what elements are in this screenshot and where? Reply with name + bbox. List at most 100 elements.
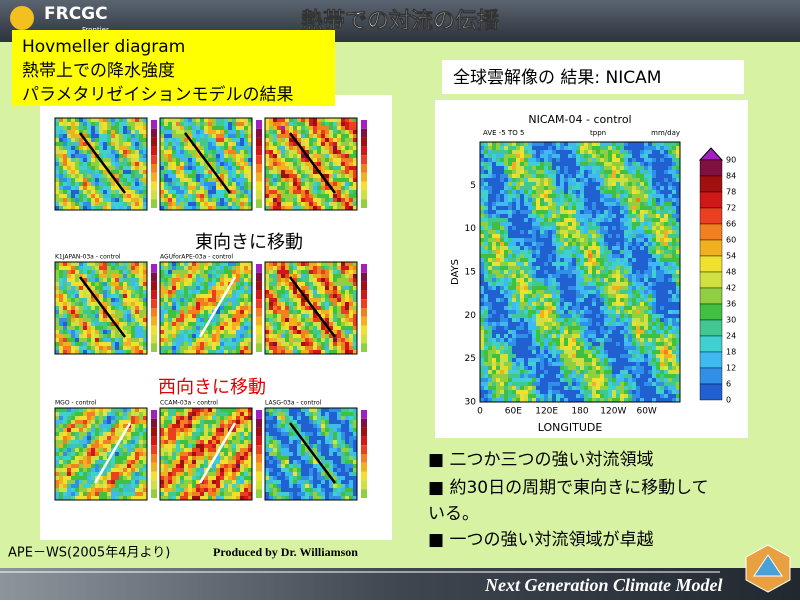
texture-cell xyxy=(111,178,116,183)
texture-cell xyxy=(333,146,338,151)
texture-cell xyxy=(59,266,64,271)
texture-cell xyxy=(265,408,270,413)
texture-cell xyxy=(244,126,249,131)
texture-cell xyxy=(164,460,169,465)
texture-cell xyxy=(115,350,120,355)
texture-cell xyxy=(313,472,318,477)
texture-cell xyxy=(107,206,112,211)
texture-cell xyxy=(325,452,330,457)
texture-cell xyxy=(341,424,346,429)
texture-cell xyxy=(236,158,241,163)
texture-cell xyxy=(349,476,354,481)
texture-cell xyxy=(248,270,253,275)
texture-cell xyxy=(285,476,290,481)
texture-cell xyxy=(248,330,253,335)
texture-cell xyxy=(168,334,173,339)
texture-cell xyxy=(160,138,165,143)
texture-cell xyxy=(232,318,237,323)
texture-cell xyxy=(273,174,278,179)
texture-cell xyxy=(99,436,104,441)
texture-cell xyxy=(236,452,241,457)
texture-cell xyxy=(309,186,314,191)
texture-cell xyxy=(228,480,233,485)
texture-cell xyxy=(236,420,241,425)
texture-cell xyxy=(164,488,169,493)
texture-cell xyxy=(232,310,237,315)
texture-cell xyxy=(329,440,334,445)
texture-cell xyxy=(337,182,342,187)
texture-cell xyxy=(55,290,60,295)
texture-cell xyxy=(79,274,84,279)
texture-cell xyxy=(79,476,84,481)
texture-cell xyxy=(244,448,249,453)
texture-cell xyxy=(59,448,64,453)
texture-cell xyxy=(248,122,253,127)
texture-cell xyxy=(119,282,124,287)
texture-cell xyxy=(119,162,124,167)
texture-cell xyxy=(248,326,253,331)
texture-cell xyxy=(349,424,354,429)
texture-cell xyxy=(281,142,286,147)
texture-cell xyxy=(67,298,72,303)
texture-cell xyxy=(135,476,140,481)
texture-cell xyxy=(95,496,100,501)
texture-cell xyxy=(200,118,205,123)
texture-cell xyxy=(248,170,253,175)
texture-cell xyxy=(232,314,237,319)
texture-cell xyxy=(297,412,302,417)
texture-cell xyxy=(71,432,76,437)
texture-cell xyxy=(212,162,217,167)
texture-cell xyxy=(172,154,177,159)
texture-cell xyxy=(87,440,92,445)
texture-cell xyxy=(301,146,306,151)
texture-cell xyxy=(353,142,358,147)
texture-cell xyxy=(200,444,205,449)
texture-cell xyxy=(71,326,76,331)
colorbar-cell xyxy=(151,436,157,446)
texture-cell xyxy=(111,436,116,441)
texture-cell xyxy=(337,126,342,131)
texture-cell xyxy=(123,468,128,473)
texture-cell xyxy=(143,484,148,489)
texture-cell xyxy=(139,282,144,287)
texture-cell xyxy=(115,298,120,303)
texture-cell xyxy=(349,198,354,203)
texture-cell xyxy=(63,428,68,433)
texture-cell xyxy=(305,432,310,437)
texture-cell xyxy=(127,408,132,413)
texture-cell xyxy=(188,496,193,501)
texture-cell xyxy=(321,262,326,267)
texture-cell xyxy=(325,262,330,267)
texture-cell xyxy=(289,162,294,167)
texture-cell xyxy=(289,122,294,127)
texture-cell xyxy=(305,464,310,469)
texture-cell xyxy=(115,162,120,167)
texture-cell xyxy=(212,314,217,319)
texture-cell xyxy=(568,142,573,147)
texture-cell xyxy=(277,126,282,131)
texture-cell xyxy=(273,436,278,441)
texture-cell xyxy=(333,298,338,303)
texture-cell xyxy=(317,440,322,445)
texture-cell xyxy=(293,154,298,159)
texture-cell xyxy=(115,266,120,271)
texture-cell xyxy=(184,420,189,425)
texture-cell xyxy=(321,310,326,315)
texture-cell xyxy=(123,138,128,143)
texture-cell xyxy=(228,294,233,299)
texture-cell xyxy=(87,342,92,347)
texture-cell xyxy=(269,420,274,425)
texture-cell xyxy=(660,142,665,147)
texture-cell xyxy=(325,122,330,127)
texture-cell xyxy=(188,130,193,135)
texture-cell xyxy=(329,342,334,347)
texture-cell xyxy=(216,472,221,477)
texture-cell xyxy=(353,408,358,413)
texture-cell xyxy=(87,150,92,155)
texture-cell xyxy=(325,162,330,167)
texture-cell xyxy=(220,154,225,159)
texture-cell xyxy=(55,440,60,445)
texture-cell xyxy=(127,158,132,163)
texture-cell xyxy=(143,126,148,131)
texture-cell xyxy=(196,432,201,437)
